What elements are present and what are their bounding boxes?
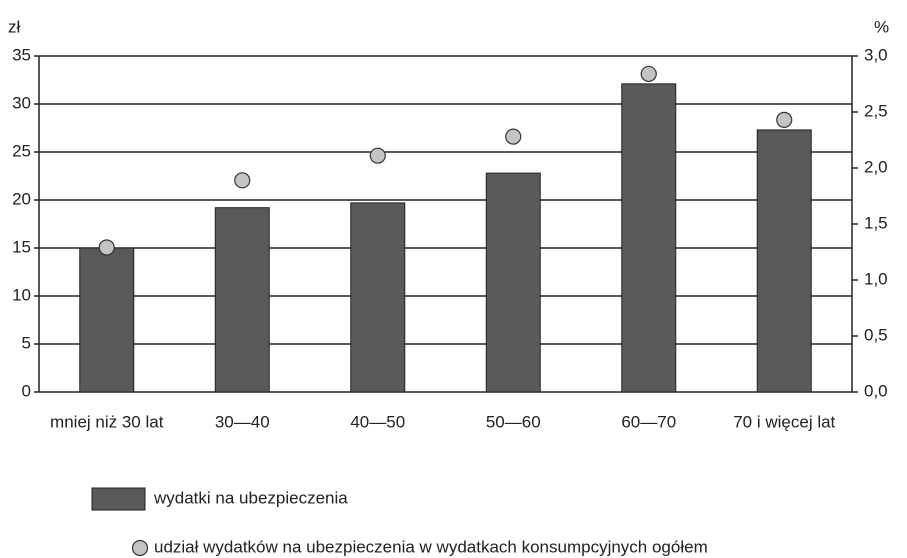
bar <box>214 207 270 393</box>
bar <box>485 172 541 393</box>
bar <box>756 129 812 393</box>
dot <box>369 147 386 164</box>
x-tick-label: 40—50 <box>350 412 405 431</box>
bar <box>79 247 135 393</box>
dot <box>234 172 251 189</box>
x-tick-label: 70 i więcej lat <box>733 412 835 431</box>
legend-label: wydatki na ubezpieczenia <box>153 488 348 507</box>
dot <box>98 239 115 256</box>
dot <box>640 65 657 83</box>
legend-swatch <box>131 539 149 557</box>
y2-tick-label: 0,0 <box>864 381 888 400</box>
bar <box>621 83 677 393</box>
x-tick-label: mniej niż 30 lat <box>50 412 164 431</box>
bar <box>350 202 406 393</box>
y2-tick-label: 1,5 <box>864 213 888 232</box>
y2-tick-label: 2,0 <box>864 157 888 176</box>
legend-swatch <box>91 487 146 511</box>
y-tick-label: 25 <box>12 141 31 160</box>
y2-tick-label: 3,0 <box>864 45 888 64</box>
x-tick-label: 50—60 <box>486 412 541 431</box>
y2-unit: % <box>874 17 889 36</box>
x-tick-label: 60—70 <box>621 412 676 431</box>
y-tick-label: 20 <box>12 189 31 208</box>
y-tick-label: 0 <box>22 381 31 400</box>
legend-label: udział wydatków na ubezpieczenia w wydat… <box>154 537 708 556</box>
y2-tick-label: 2,5 <box>864 101 888 120</box>
dot <box>776 111 793 128</box>
y-tick-label: 30 <box>12 93 31 112</box>
y-tick-label: 10 <box>12 285 31 304</box>
y-tick-label: 15 <box>12 237 31 256</box>
y-tick-label: 35 <box>12 45 31 64</box>
x-tick-label: 30—40 <box>215 412 270 431</box>
y2-tick-label: 1,0 <box>864 269 888 288</box>
y-unit: zł <box>8 17 21 36</box>
dot <box>505 128 522 145</box>
y2-tick-label: 0,5 <box>864 325 888 344</box>
y-tick-label: 5 <box>22 333 31 352</box>
